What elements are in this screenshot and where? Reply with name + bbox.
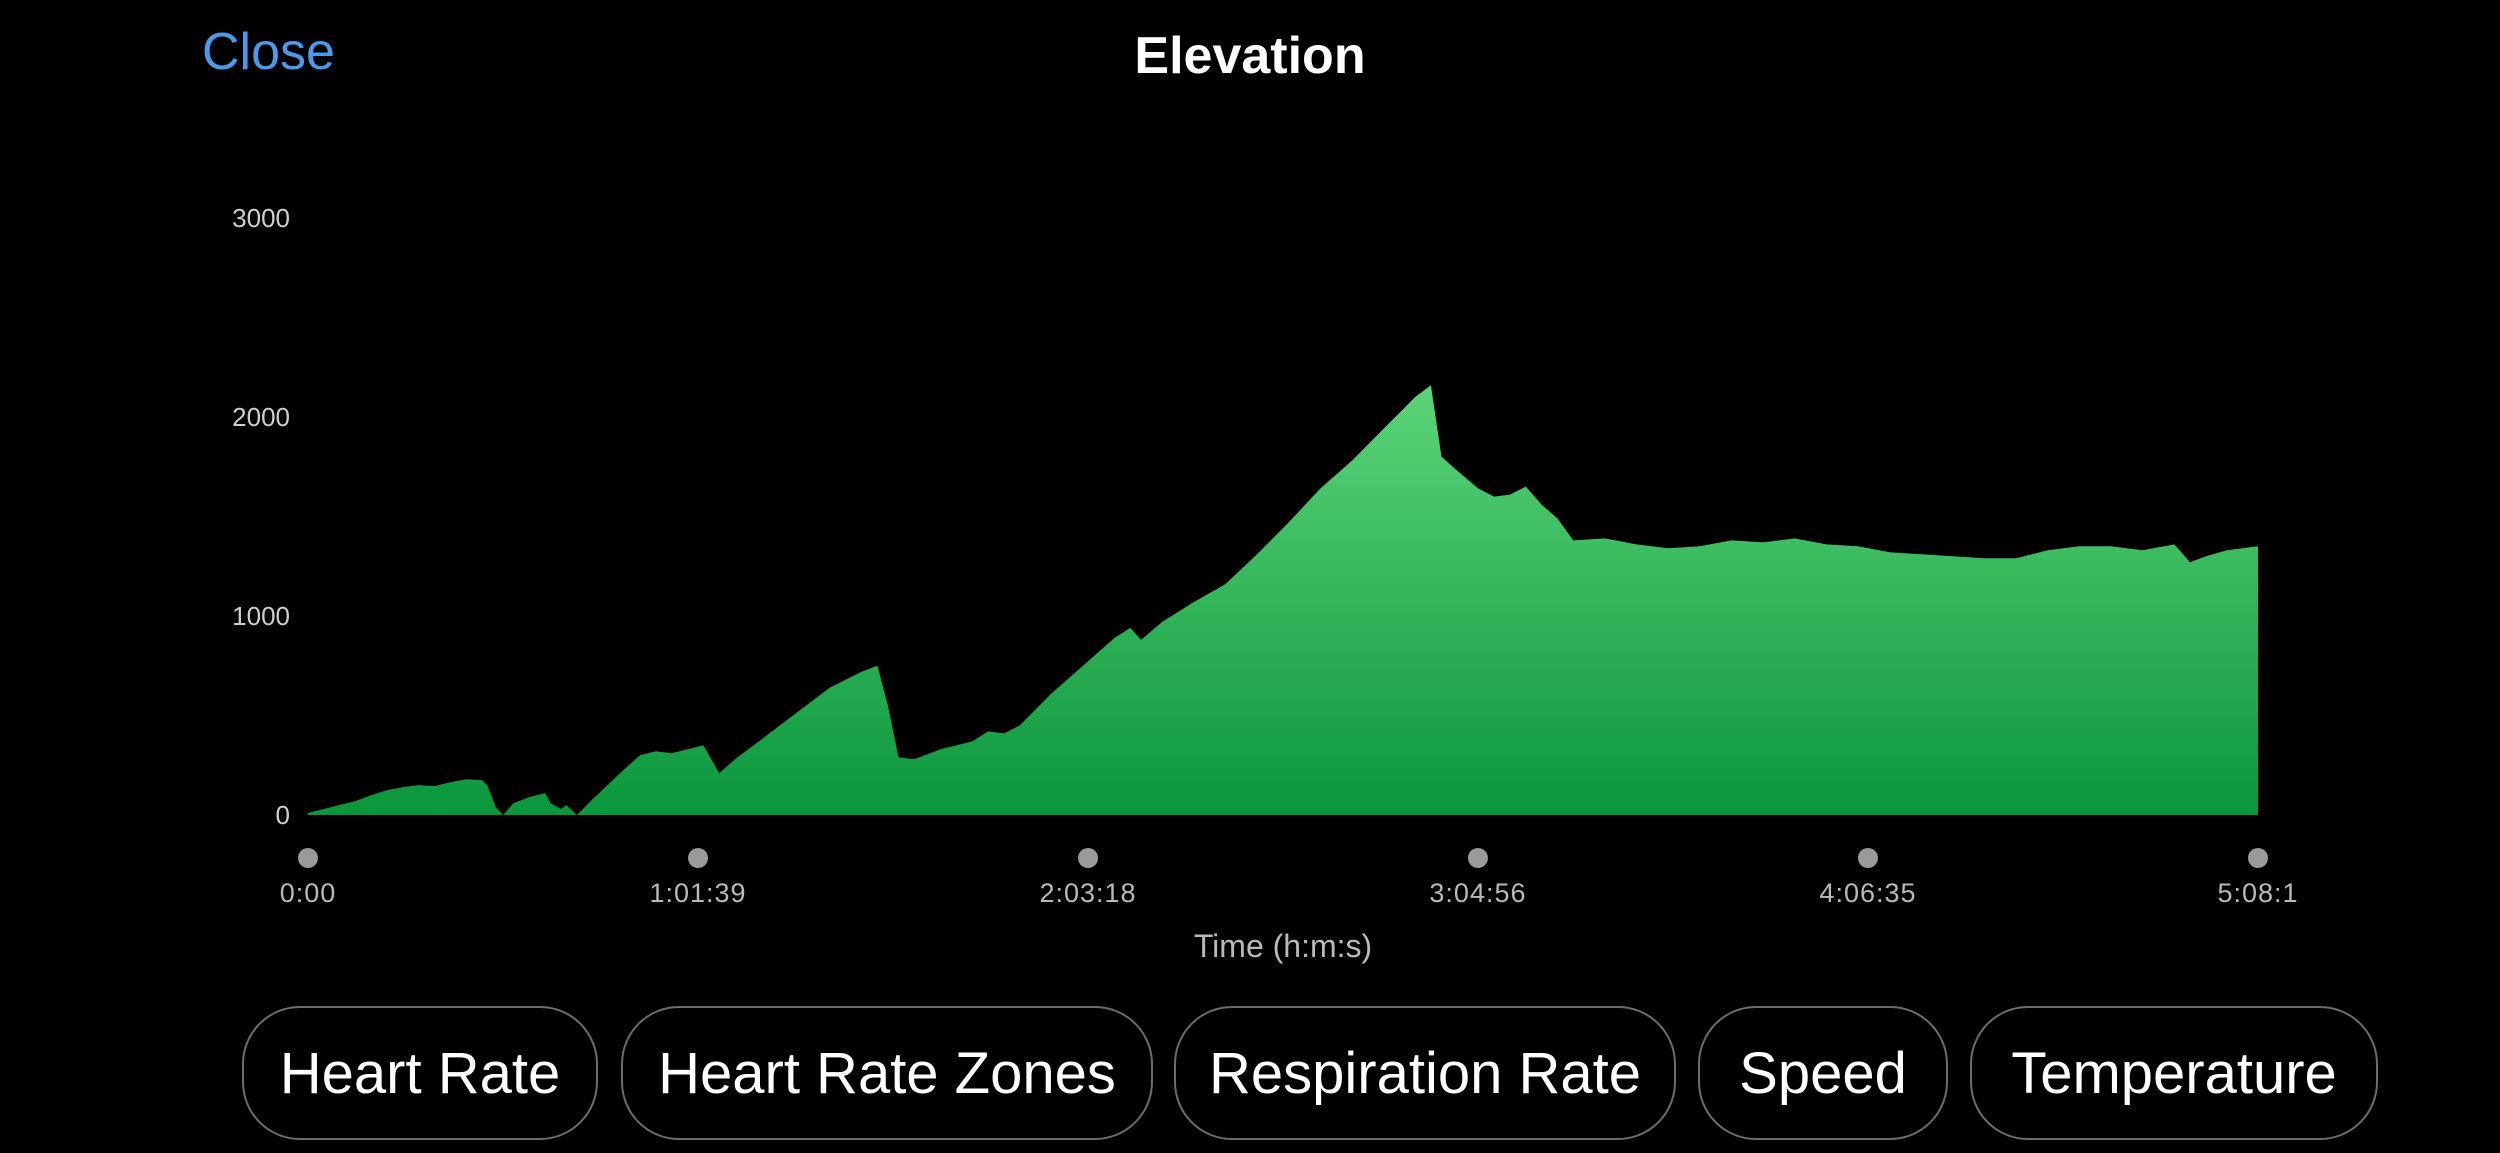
- y-tick-label: 0: [276, 800, 290, 830]
- x-tick-label: 2:03:18: [1039, 878, 1136, 908]
- x-tick-marker: [2248, 848, 2268, 868]
- x-tick-label: 4:06:35: [1819, 878, 1916, 908]
- y-tick-label: 2000: [232, 402, 290, 432]
- tab-heart-rate-zones[interactable]: Heart Rate Zones: [621, 1006, 1153, 1140]
- page-title: Elevation: [0, 26, 2500, 86]
- elevation-area: [308, 385, 2258, 815]
- tab-temperature[interactable]: Temperature: [1970, 1006, 2378, 1140]
- tab-respiration-rate[interactable]: Respiration Rate: [1174, 1006, 1676, 1140]
- y-tick-label: 3000: [232, 203, 290, 233]
- x-tick-label: 5:08:1: [2217, 878, 2298, 908]
- y-tick-label: 1000: [232, 601, 290, 631]
- close-button[interactable]: Close: [202, 23, 335, 81]
- x-tick-label: 3:04:56: [1429, 878, 1526, 908]
- title-text: Elevation: [1134, 27, 1366, 85]
- x-tick-marker: [1467, 848, 1488, 868]
- elevation-chart: 0 1000 2000 3000 0:00 1:01:39 2:03:18 3:04:56 4…: [232, 203, 2298, 964]
- y-axis-ticks: 0 1000 2000 3000: [232, 203, 290, 830]
- x-tick-marker: [688, 848, 709, 868]
- x-tick-marker: [1078, 848, 1099, 868]
- x-tick-label: 1:01:39: [649, 878, 746, 908]
- tab-heart-rate[interactable]: Heart Rate: [242, 1006, 598, 1140]
- x-axis-label: Time (h:m:s): [1194, 928, 1372, 964]
- x-tick-marker: [1857, 848, 1878, 868]
- x-tick-label: 0:00: [280, 878, 337, 908]
- x-tick-marker: [298, 848, 318, 868]
- x-axis-ticks: 0:00 1:01:39 2:03:18 3:04:56 4:06:35 5:08:1: [280, 848, 2298, 908]
- tab-speed[interactable]: Speed: [1698, 1006, 1948, 1140]
